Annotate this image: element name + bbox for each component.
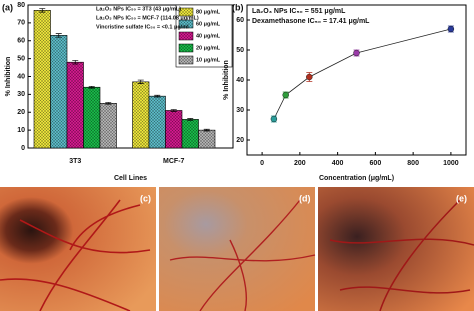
point [306, 73, 313, 81]
y-tick-label: 80 [17, 2, 25, 9]
x-axis-label: Cell Lines [114, 175, 147, 182]
annotation: La₂O₃ NPs IC₅₀ = MCF-7 (114.08 μg/mL) [96, 15, 199, 21]
legend-label: 80 μg/mL [196, 9, 221, 15]
y-tick-label: 40 [236, 77, 244, 84]
vessel [169, 199, 316, 311]
photo-label: (d) [299, 193, 311, 203]
y-axis-label: % Inhibition [223, 60, 230, 100]
y-tick-label: 30 [236, 107, 244, 114]
legend-hatch [179, 20, 193, 28]
annotation: La₂O₃ NPs IC₅₀ = 3T3 (43 μg/mL) [96, 6, 181, 12]
bar-hatch [149, 96, 166, 148]
bar-hatch [67, 62, 84, 149]
photo-label: (e) [456, 193, 467, 203]
legend-label: 60 μg/mL [196, 21, 221, 27]
x-tick-label: MCF-7 [163, 158, 184, 165]
legend-hatch [179, 56, 193, 64]
bar-hatch [50, 35, 67, 149]
y-tick-label: 50 [236, 47, 244, 54]
y-tick-label: 20 [236, 137, 244, 144]
annotation: Vincristine sulfate IC₅₀ = <0.1 μg/ml [96, 24, 189, 30]
point [270, 115, 278, 123]
error-bar [72, 60, 79, 65]
bar-hatch [165, 110, 182, 148]
bar-hatch [182, 119, 199, 148]
bar-hatch [83, 87, 100, 148]
error-bar [203, 128, 210, 132]
annotation: La₂O₃ NPs IC₅₀ = 551 μg/mL [252, 8, 346, 15]
vessel [0, 199, 151, 311]
x-tick-label: 0 [260, 160, 264, 167]
error-bar [187, 118, 194, 121]
y-tick-label: 10 [17, 127, 25, 134]
x-axis-label: Concentration (μg/mL) [319, 175, 394, 182]
legend-label: 20 μg/mL [196, 45, 221, 51]
panel-label: (a) [2, 2, 13, 12]
y-axis-label: % Inhibition [5, 57, 12, 97]
photo [318, 187, 474, 311]
legend-hatch [179, 32, 193, 40]
y-tick-label: 50 [17, 55, 25, 62]
legend-hatch [179, 44, 193, 52]
plot-frame [246, 4, 467, 156]
x-tick-label: 3T3 [69, 158, 81, 165]
x-tick-label: 600 [370, 160, 382, 167]
line [273, 28, 451, 120]
error-bar [88, 85, 95, 89]
y-tick-label: 60 [236, 17, 244, 24]
error-bar [137, 79, 144, 84]
bar-hatch [34, 10, 51, 148]
error-bar [154, 94, 161, 98]
point [282, 91, 289, 99]
point [353, 49, 360, 57]
photos: (c) (d) (e) [0, 187, 474, 311]
y-tick-label: 60 [17, 38, 25, 45]
photo [159, 187, 315, 311]
y-tick-label: 70 [17, 20, 25, 27]
error-bar [39, 8, 46, 13]
legend-label: 40 μg/mL [196, 33, 221, 39]
photo-label: (c) [140, 193, 151, 203]
error-bar [170, 109, 177, 112]
legend-hatch [179, 8, 193, 16]
y-tick-label: 20 [17, 109, 25, 116]
x-tick-label: 800 [407, 160, 419, 167]
annotation: Dexamethasone IC₅₀ = 17.41 μg/mL [252, 18, 370, 25]
error-bar [105, 102, 112, 105]
y-tick-label: 0 [21, 145, 25, 152]
bar-hatch [100, 103, 117, 148]
error-bar [55, 33, 62, 38]
bar-hatch [198, 130, 215, 148]
point [447, 25, 455, 33]
bar-hatch [132, 81, 149, 148]
x-tick-label: 400 [332, 160, 344, 167]
panel-label: (b) [232, 2, 244, 12]
photo [0, 187, 156, 311]
x-tick-label: 200 [294, 160, 306, 167]
x-tick-label: 1000 [443, 160, 459, 167]
vessel [329, 199, 474, 311]
legend-label: 10 μg/mL [196, 57, 221, 63]
y-tick-label: 30 [17, 91, 25, 98]
y-tick-label: 40 [17, 73, 25, 80]
